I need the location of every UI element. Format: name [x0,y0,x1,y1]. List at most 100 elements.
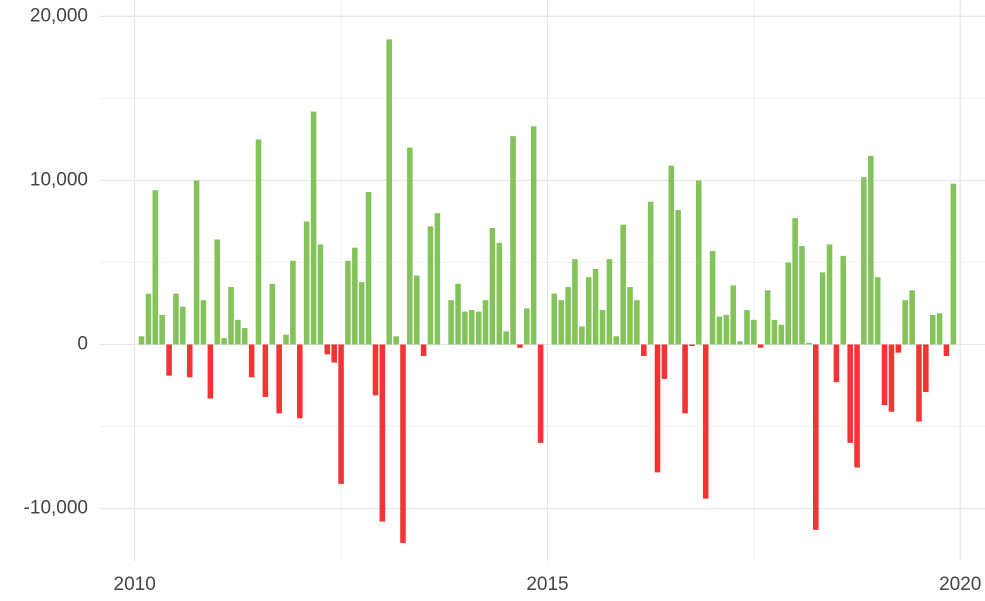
y-tick-label: 20,000 [30,5,88,26]
bar [228,287,234,345]
bar [482,300,489,345]
bar [881,344,888,406]
bar [276,344,282,414]
bar [812,344,819,530]
x-tick-label: 2020 [939,574,981,595]
bar [709,250,716,345]
bar [338,344,344,484]
bar [647,201,654,345]
bar [510,136,516,345]
bar [558,300,565,345]
bar [551,293,558,345]
bar [771,319,778,345]
bar [475,311,482,345]
y-tick-label: 0 [77,333,88,354]
bar [462,311,468,345]
bar [537,344,544,443]
bar [455,283,461,345]
bar [530,126,537,345]
bar [496,242,503,345]
bar [352,247,358,345]
bar [936,313,943,345]
bar [345,260,351,345]
bar [297,344,303,419]
y-tick-label: -10,000 [24,498,88,519]
bar [517,344,523,348]
bar [427,226,434,345]
bar [565,287,571,345]
bar [826,244,833,345]
bar [744,310,750,345]
bar [620,224,626,345]
bar [386,39,392,345]
bar [861,177,867,345]
bar [916,344,922,422]
bar [641,344,647,356]
bar [269,283,276,345]
bar [730,285,736,345]
bar [606,259,613,345]
bar [379,344,386,522]
bar [902,300,908,345]
bar [255,139,262,345]
bar [585,277,592,345]
bar [757,344,764,348]
bar [331,344,337,363]
y-tick-label: 10,000 [30,169,88,190]
bar [166,344,172,376]
bar [909,290,915,345]
bar [572,259,578,345]
bar [503,331,509,345]
bar [241,328,248,345]
bar [792,218,798,345]
bar [145,293,152,345]
bar [200,300,207,345]
bar [193,180,200,345]
x-tick-label: 2015 [526,574,568,595]
bar [283,334,289,345]
bar [778,324,785,345]
bar [152,190,159,345]
bar [489,228,496,345]
bar [627,287,633,345]
bar [324,344,331,355]
bar [372,344,379,396]
bar [448,300,454,345]
bar [764,290,771,345]
x-tick-label: 2010 [114,574,156,595]
bar [785,262,792,345]
bar [847,344,853,443]
bar [737,341,743,345]
bar [675,209,681,345]
bar [888,344,895,412]
bar [207,344,214,399]
bar [290,260,296,345]
bar [689,344,695,347]
bar [413,275,420,345]
bar [661,344,668,379]
bar [716,316,723,345]
bar [751,319,757,345]
bar [723,314,730,345]
bar [950,183,957,345]
bar [173,293,179,345]
bar [248,344,255,378]
bar [702,344,709,499]
bar [159,314,165,345]
bar [138,336,145,345]
bar [840,255,847,345]
bar [262,344,269,397]
bar [696,180,702,345]
bar [599,310,606,345]
bar [874,277,881,345]
bar [407,147,413,345]
bar [579,326,585,345]
bar [317,244,324,345]
bar [303,221,310,345]
bar [833,344,840,383]
bar [854,344,860,468]
bar [806,342,812,345]
bar [221,337,227,345]
bar [592,269,599,345]
